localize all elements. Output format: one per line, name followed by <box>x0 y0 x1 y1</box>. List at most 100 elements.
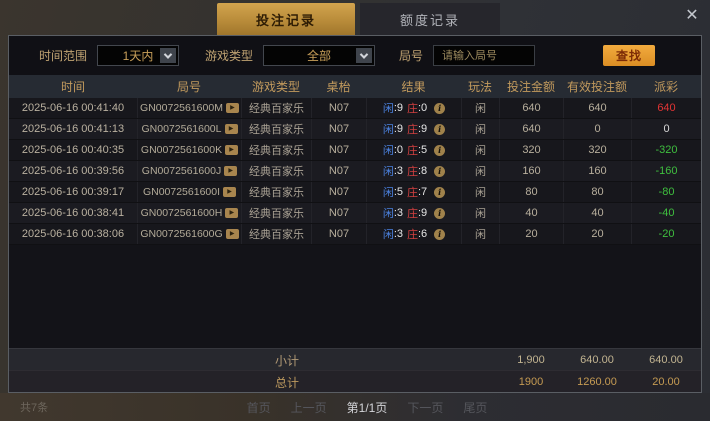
banker-label: 庄 <box>407 208 418 220</box>
modal-header: 投注记录 额度记录 ✕ <box>0 0 710 35</box>
page-item[interactable]: 尾页 <box>463 400 488 415</box>
total-row: 总计 1900 1260.00 20.00 <box>9 370 701 392</box>
replay-video-icon[interactable]: ▶ <box>225 229 239 239</box>
player-score: :3 <box>393 228 403 240</box>
time-cell: 2025-06-16 00:39:56 <box>21 165 125 177</box>
info-icon[interactable]: i <box>434 144 446 156</box>
table-cell: N07 <box>311 161 366 181</box>
round-cell: GN0072561600L ▶ <box>137 119 241 139</box>
play-method-cell: 闲 <box>461 119 499 139</box>
round-number: GN0072561600M <box>140 102 223 114</box>
page-item[interactable]: 上一页 <box>290 400 327 415</box>
player-score: :3 <box>393 207 403 219</box>
player-label: 闲 <box>382 187 394 199</box>
page-item[interactable]: 第1/1页 <box>346 400 388 415</box>
bet-amount-cell: 320 <box>499 140 563 160</box>
time-range-select[interactable]: 1天内 <box>97 45 180 66</box>
tab-bet-records[interactable]: 投注记录 <box>217 3 355 35</box>
payout-cell: -40 <box>631 203 701 223</box>
payout-cell: 640 <box>631 98 701 118</box>
table-cell: N07 <box>311 203 366 223</box>
info-icon[interactable]: i <box>434 102 446 114</box>
game-type-select[interactable]: 全部 <box>263 45 376 66</box>
bet-amount-cell: 20 <box>499 224 563 244</box>
valid-bet-cell: 0 <box>563 119 631 139</box>
round-cell: GN0072561600G ▶ <box>137 224 241 244</box>
round-cell: GN0072561600K ▶ <box>137 140 241 160</box>
player-score: :9 <box>393 123 403 135</box>
replay-video-icon[interactable]: ▶ <box>225 145 239 155</box>
close-icon[interactable]: ✕ <box>685 7 699 24</box>
column-header: 有效投注额 <box>566 80 627 94</box>
table-row: 2025-06-16 00:38:41 GN0072561600H ▶ 经典百家… <box>9 203 701 224</box>
search-button[interactable]: 查找 <box>603 45 656 66</box>
column-header: 游戏类型 <box>251 80 300 94</box>
table-cell: N07 <box>311 224 366 244</box>
round-cell: GN0072561600H ▶ <box>137 203 241 223</box>
result-cell: 闲:3 庄:6 i <box>366 224 461 244</box>
subtotal-label: 小计 <box>274 353 299 368</box>
total-bet: 1900 <box>518 376 544 388</box>
time-cell: 2025-06-16 00:38:06 <box>21 228 125 240</box>
game-type-cell: 经典百家乐 <box>241 224 311 244</box>
info-icon[interactable]: i <box>434 228 446 240</box>
game-type-value: 全部 <box>307 49 332 63</box>
page-item[interactable]: 下一页 <box>407 400 444 415</box>
player-score: :5 <box>393 186 403 198</box>
time-cell: 2025-06-16 00:39:17 <box>21 186 125 198</box>
table-row: 2025-06-16 00:39:17 GN0072561600I ▶ 经典百家… <box>9 182 701 203</box>
replay-video-icon[interactable]: ▶ <box>225 103 239 113</box>
banker-label: 庄 <box>407 166 418 178</box>
replay-video-icon[interactable]: ▶ <box>224 124 238 134</box>
banker-score: :7 <box>418 186 428 198</box>
payout-cell: -320 <box>631 140 701 160</box>
player-label: 闲 <box>382 124 394 136</box>
valid-bet-cell: 20 <box>563 224 631 244</box>
result-cell: 闲:9 庄:9 i <box>366 119 461 139</box>
game-type-cell: 经典百家乐 <box>241 182 311 202</box>
table-row: 2025-06-16 00:41:40 GN0072561600M ▶ 经典百家… <box>9 98 701 119</box>
valid-bet-cell: 80 <box>563 182 631 202</box>
banker-score: :9 <box>418 207 428 219</box>
round-cell: GN0072561600I ▶ <box>137 182 241 202</box>
game-type-cell: 经典百家乐 <box>241 119 311 139</box>
empty-area <box>9 245 701 348</box>
info-icon[interactable]: i <box>434 207 446 219</box>
time-cell: 2025-06-16 00:41:40 <box>21 102 125 114</box>
replay-video-icon[interactable]: ▶ <box>225 208 239 218</box>
replay-video-icon[interactable]: ▶ <box>224 166 238 176</box>
banker-label: 庄 <box>407 187 418 199</box>
bet-records-panel: 时间范围 1天内 游戏类型 全部 局号 查找 时间 局号 游戏类型 桌枱 结果 … <box>8 35 702 393</box>
valid-bet-cell: 160 <box>563 161 631 181</box>
replay-video-icon[interactable]: ▶ <box>223 187 237 197</box>
valid-bet-cell: 640 <box>563 98 631 118</box>
game-type-cell: 经典百家乐 <box>241 140 311 160</box>
banker-score: :9 <box>418 123 428 135</box>
banker-score: :6 <box>418 228 428 240</box>
info-icon[interactable]: i <box>434 123 446 135</box>
banker-label: 庄 <box>407 145 418 157</box>
bet-amount-cell: 80 <box>499 182 563 202</box>
play-method-cell: 闲 <box>461 182 499 202</box>
bet-amount-cell: 40 <box>499 203 563 223</box>
table-body: 2025-06-16 00:41:40 GN0072561600M ▶ 经典百家… <box>9 98 701 245</box>
chevron-down-icon <box>356 48 373 63</box>
info-icon[interactable]: i <box>434 165 446 177</box>
result-cell: 闲:5 庄:7 i <box>366 182 461 202</box>
total-label: 总计 <box>274 375 299 390</box>
column-header: 桌枱 <box>326 80 351 94</box>
info-icon[interactable]: i <box>434 186 446 198</box>
modal-footer: 共7条 首页 上一页 第1/1页 下一页 尾页 <box>0 393 710 421</box>
tab-quota-records[interactable]: 额度记录 <box>360 3 500 35</box>
player-score: :3 <box>393 165 403 177</box>
subtotal-payout: 640.00 <box>649 354 683 366</box>
table-cell: N07 <box>311 119 366 139</box>
bet-amount-cell: 640 <box>499 98 563 118</box>
round-number-input[interactable] <box>433 45 536 66</box>
play-method-cell: 闲 <box>461 161 499 181</box>
play-method-cell: 闲 <box>461 98 499 118</box>
page-item[interactable]: 首页 <box>246 400 271 415</box>
total-valid: 1260.00 <box>577 376 617 388</box>
result-cell: 闲:3 庄:8 i <box>366 161 461 181</box>
column-header: 局号 <box>176 80 201 94</box>
